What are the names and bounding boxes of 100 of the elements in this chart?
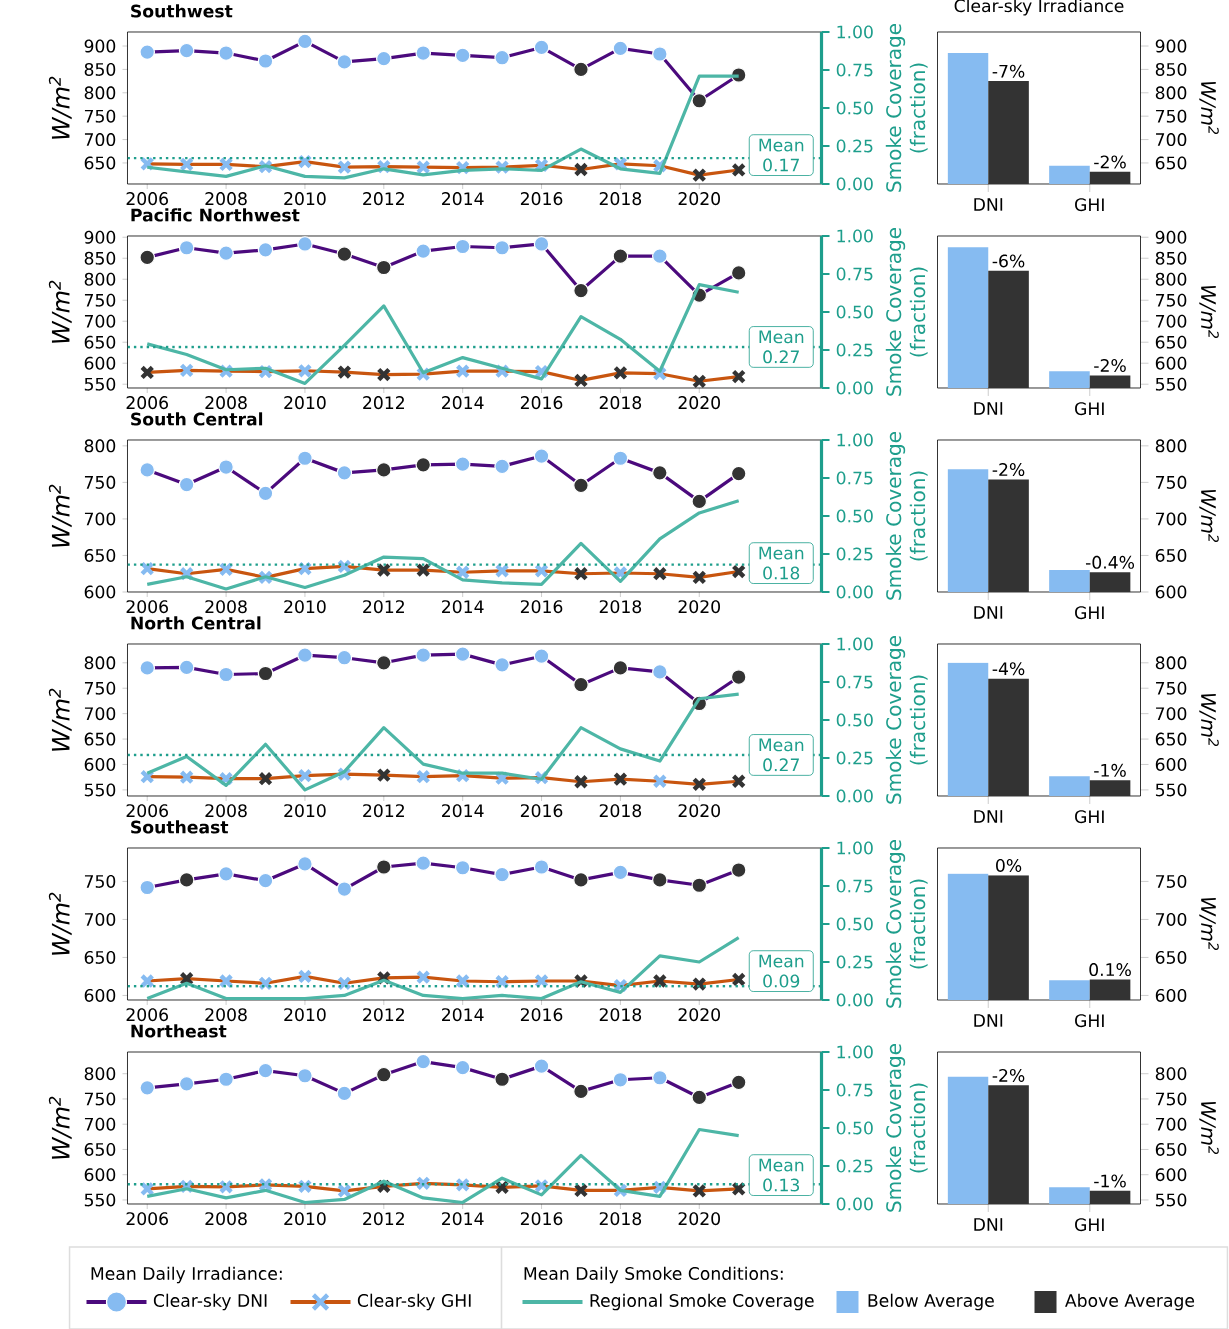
point [139,462,156,478]
x-tick-label: DNI [974,810,1003,823]
y-tick-label: 750 [1156,1092,1187,1106]
y2-axis-title: Smoke Coverage (fraction) [886,636,928,804]
annotation: -4% [992,662,1025,676]
y2-tick-label: 0.25 [837,955,873,969]
point [337,364,352,380]
point [257,485,274,502]
chart-title: Northeast [131,1024,227,1038]
y2-tick-label: 0.00 [837,1197,874,1211]
y-tick-label: 750 [1156,681,1187,695]
x-tick-label: 2006 [126,192,169,206]
point [533,648,550,664]
point [376,367,392,382]
point [415,855,432,871]
point [140,365,155,380]
point [297,768,313,783]
y-axis-title: W/m$^{2}$ [49,1096,72,1159]
x-tick-label: 2006 [126,600,169,614]
y2-axis-title: Smoke Coverage (fraction) [886,24,928,192]
point [179,239,195,256]
line-series [145,499,741,591]
point [336,1085,353,1102]
point [731,972,747,987]
y-tick-label: 800 [84,439,116,453]
point [218,45,235,61]
y2-tick-label: 0.00 [837,789,874,803]
point [179,363,195,378]
point [297,450,313,467]
point [257,53,274,69]
y2-tick-label: 0.00 [837,381,874,395]
y2-tick-label: 1.00 [837,433,874,447]
y-tick-label: 700 [1156,512,1187,526]
point [494,49,511,66]
ref-line-label: Mean 0.17 [759,138,804,172]
point [179,659,195,676]
point [455,363,471,379]
ref-line-label: Mean 0.27 [759,738,804,772]
y-tick-label: 750 [1156,874,1187,888]
y-tick-label: 750 [85,293,116,307]
point [336,246,353,262]
y-tick-label: 900 [1155,230,1187,244]
point [179,42,195,59]
point [337,975,352,991]
point [573,373,589,388]
y-tick-label: 800 [1156,272,1187,286]
y-tick-label: 600 [84,988,116,1002]
y2-tick-label: 1.00 [837,1045,874,1059]
y-tick-label: 900 [84,39,116,53]
y-tick-label: 650 [84,335,116,349]
point [415,457,432,473]
point [494,866,511,883]
y-tick-label: 850 [1156,251,1187,265]
ref-line-label: Mean 0.13 [759,1158,804,1192]
y-tick-label: 700 [1156,314,1187,328]
point [731,465,747,482]
y-tick-label: 700 [1156,1117,1187,1131]
point [376,562,392,578]
point [139,44,156,60]
x-tick-label: GHI [1075,810,1104,824]
point [297,647,313,663]
point [573,1083,590,1100]
x-tick-label: 2016 [521,600,563,614]
point [731,1074,747,1091]
x-tick-label: 2016 [521,1008,563,1022]
point [455,1059,471,1076]
y2-tick-label: 0.00 [837,585,874,599]
y-tick-label: 700 [85,1117,116,1131]
x-tick-label: 2008 [205,1212,248,1226]
y-tick-label: 800 [1156,439,1187,453]
x-tick-label: 2016 [521,192,563,206]
point [455,973,471,989]
point [573,477,590,494]
point [691,493,708,510]
chart-title: South Central [131,412,263,426]
y-tick-label: 750 [85,475,116,489]
y-axis-title: W/m$^{2}$ [49,892,72,955]
y-tick-label: 600 [84,1168,116,1182]
y2-tick-label: 0.25 [837,751,873,765]
y-tick-label: 700 [85,912,116,926]
point [573,61,590,78]
point [455,47,471,64]
point [139,1080,156,1096]
x-tick-label: 2016 [521,396,563,410]
y-tick-label: 850 [84,62,116,76]
y2-tick-label: 0.75 [837,471,873,485]
point [495,974,510,990]
y-tick-label: 600 [1156,585,1187,599]
point [612,660,629,676]
line-series [145,692,741,792]
y-tick-label: 750 [85,109,116,123]
legend-label: Mean 0.09 [759,954,804,988]
legend-label: Regional Smoke Coverage [590,1293,814,1311]
point [455,646,471,662]
line-series [145,1127,741,1204]
point [692,976,707,992]
y-tick-label: 750 [1156,293,1187,307]
y-tick-label: 550 [1156,783,1187,797]
point [218,245,235,262]
y2-tick-label: 1.00 [837,841,874,855]
